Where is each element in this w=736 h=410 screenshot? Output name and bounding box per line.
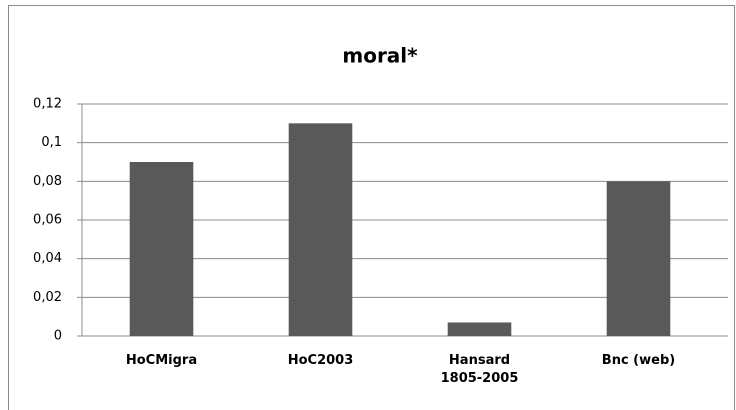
y-tick-label: 0,06 [33, 213, 62, 228]
y-tick-label: 0,04 [33, 251, 62, 266]
bar [129, 162, 194, 336]
bar [288, 123, 353, 336]
chart-title: moral* [342, 44, 418, 68]
y-tick-label: 0,1 [41, 135, 62, 150]
y-tick-label: 0,02 [33, 290, 62, 305]
bar [606, 181, 671, 336]
x-tick-label: Hansard 1805-2005 [440, 353, 519, 386]
x-tick-label: Bnc (web) [601, 353, 676, 368]
x-tick-label: HoCMigra [125, 353, 198, 368]
x-tick-label: HoC2003 [287, 353, 354, 368]
bar [447, 322, 512, 336]
y-tick-label: 0,08 [33, 174, 62, 189]
y-tick-label: 0 [54, 329, 62, 344]
y-tick-label: 0,12 [33, 97, 62, 112]
